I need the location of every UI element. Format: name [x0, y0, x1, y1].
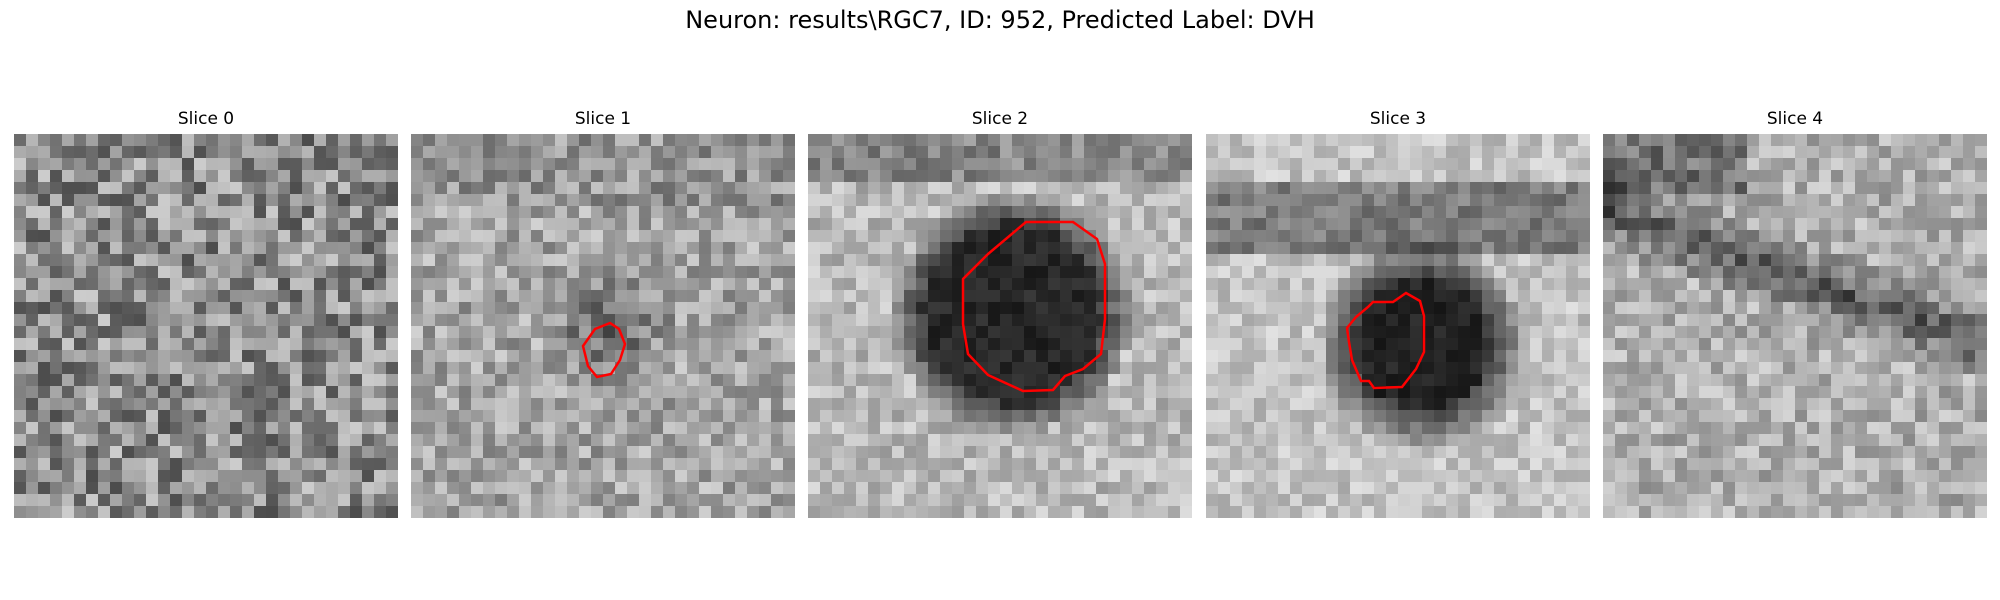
slice-panel-2: Slice 2	[808, 105, 1192, 525]
slice-title: Slice 1	[574, 109, 632, 129]
slice-panel-4: Slice 4	[1603, 105, 1987, 525]
figure-title: Neuron: results\RGC7, ID: 952, Predicted…	[685, 6, 1315, 34]
slice-image	[411, 134, 795, 518]
slice-panel-0: Slice 0	[14, 105, 398, 525]
slice-title: Slice 3	[1369, 109, 1427, 129]
slice-image	[1603, 134, 1987, 518]
roi-contour	[581, 321, 627, 379]
slice-title: Slice 4	[1766, 109, 1824, 129]
slice-image	[808, 134, 1192, 518]
slice-panel-3: Slice 3	[1206, 105, 1590, 525]
slice-panel-1: Slice 1	[411, 105, 795, 525]
slice-title: Slice 2	[971, 109, 1029, 129]
roi-contour	[961, 220, 1107, 393]
slice-image	[1206, 134, 1590, 518]
slice-image	[14, 134, 398, 518]
slice-title: Slice 0	[177, 109, 235, 129]
roi-contour	[1345, 291, 1426, 390]
